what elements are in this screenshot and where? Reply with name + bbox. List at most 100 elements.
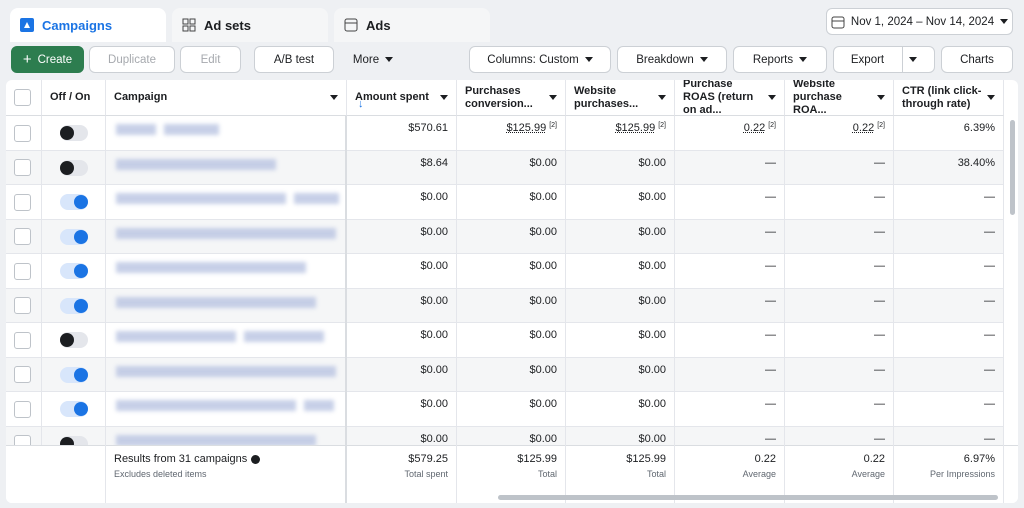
checkbox[interactable] bbox=[14, 89, 31, 106]
table-row: $8.64 $0.00 $0.00 — — 38.40% bbox=[6, 150, 1004, 185]
total-label: Per Impressions bbox=[929, 469, 995, 479]
metric-value: $0.00 bbox=[638, 191, 666, 203]
status-toggle[interactable] bbox=[59, 263, 88, 280]
checkbox[interactable] bbox=[14, 159, 31, 177]
redacted-name bbox=[304, 400, 334, 412]
duplicate-button[interactable]: Duplicate bbox=[89, 46, 175, 73]
table-row: $0.00 $0.00 $0.00 — — — bbox=[6, 254, 1004, 289]
breakdown-button[interactable]: Breakdown bbox=[617, 46, 727, 73]
toggle-cell bbox=[42, 323, 106, 358]
metric-value: $0.00 bbox=[638, 156, 666, 169]
column-header: CTR (link click-through rate) bbox=[894, 80, 1004, 116]
status-toggle[interactable] bbox=[59, 159, 88, 176]
campaign-table: Off / On Campaign Amount spent Purchases co… bbox=[6, 80, 1018, 503]
export-button[interactable]: Export bbox=[833, 46, 935, 73]
edit-button[interactable]: Edit bbox=[180, 46, 241, 73]
metric-cell: — bbox=[785, 288, 894, 323]
create-button[interactable]: + Create bbox=[11, 46, 84, 73]
toggle-knob bbox=[73, 298, 88, 313]
metric-cell: $0.00 bbox=[566, 254, 675, 289]
redacted-name bbox=[116, 331, 236, 343]
toggle-knob bbox=[59, 333, 74, 348]
date-picker[interactable]: Nov 1, 2024 – Nov 14, 2024 bbox=[826, 8, 1013, 35]
status-toggle[interactable] bbox=[59, 332, 88, 349]
checkbox[interactable] bbox=[14, 400, 31, 418]
status-toggle[interactable] bbox=[59, 228, 88, 245]
status-toggle[interactable] bbox=[59, 366, 88, 383]
tab[interactable]: Ads bbox=[334, 8, 490, 42]
metric-cell: $0.00 bbox=[457, 254, 566, 289]
metric-cell: 38.40% bbox=[894, 150, 1004, 185]
info-icon bbox=[251, 454, 261, 464]
button-label: Breakdown bbox=[636, 53, 694, 66]
tab[interactable]: Campaigns bbox=[10, 8, 166, 42]
metric-cell: — bbox=[675, 357, 785, 392]
campaign-cell bbox=[106, 288, 347, 323]
metric-value: — bbox=[984, 398, 995, 410]
redacted-name bbox=[116, 193, 286, 205]
metric-value: — bbox=[984, 329, 995, 341]
sort-caret bbox=[330, 95, 338, 100]
total-label: Total spent bbox=[404, 469, 448, 479]
checkbox[interactable] bbox=[14, 193, 31, 211]
redacted-name bbox=[116, 227, 336, 239]
toggle-cell bbox=[42, 254, 106, 289]
metric-cell: $0.00 bbox=[566, 357, 675, 392]
campaign-cell bbox=[106, 185, 347, 220]
header-label: Amount spent bbox=[355, 91, 429, 103]
metric-cell: $8.64 bbox=[347, 150, 457, 185]
footer-total: $125.99 Total bbox=[457, 445, 566, 503]
columns-button[interactable]: Columns: Custom bbox=[469, 46, 611, 73]
status-toggle[interactable] bbox=[59, 125, 88, 142]
metric-cell: $0.00 bbox=[457, 426, 566, 461]
metric-cell: $125.99 [2] bbox=[566, 116, 675, 151]
metric-value: 0.22 bbox=[743, 122, 766, 134]
metric-value: $0.00 bbox=[420, 329, 448, 341]
icon bbox=[182, 18, 196, 32]
table-row: $0.00 $0.00 $0.00 — — — bbox=[6, 219, 1004, 254]
table-row: $0.00 $0.00 $0.00 — — — bbox=[6, 357, 1004, 392]
metric-cell: — bbox=[894, 254, 1004, 289]
checkbox-cell bbox=[6, 357, 42, 392]
metric-value: — bbox=[765, 432, 776, 445]
tab[interactable]: Ad sets bbox=[172, 8, 328, 42]
checkbox[interactable] bbox=[14, 228, 31, 246]
reports-button[interactable]: Reports bbox=[733, 46, 827, 73]
metric-value: $8.64 bbox=[420, 156, 448, 169]
metric-value: $0.00 bbox=[529, 191, 557, 203]
ab-test-button[interactable]: A/B test bbox=[254, 46, 334, 73]
checkbox[interactable] bbox=[14, 331, 31, 349]
metric-cell: — bbox=[894, 426, 1004, 461]
table-row: $0.00 $0.00 $0.00 — — — bbox=[6, 185, 1004, 220]
status-toggle[interactable] bbox=[59, 401, 88, 418]
scrollbar bbox=[498, 495, 998, 500]
header-label: Off / On bbox=[50, 91, 91, 103]
metric-cell: — bbox=[894, 392, 1004, 427]
metric-value: $0.00 bbox=[529, 225, 557, 238]
checkbox[interactable] bbox=[14, 297, 31, 315]
metric-value: $0.00 bbox=[638, 398, 666, 410]
redacted-name bbox=[164, 124, 219, 136]
metric-cell: $0.00 bbox=[457, 288, 566, 323]
status-toggle[interactable] bbox=[59, 297, 88, 314]
column-header: Website purchases... bbox=[566, 80, 675, 116]
redacted-name bbox=[116, 296, 316, 308]
tab-label: Ad sets bbox=[204, 17, 251, 33]
more-button[interactable]: More bbox=[340, 46, 406, 73]
tab-label: Campaigns bbox=[42, 17, 113, 33]
table-row: $0.00 $0.00 $0.00 — — — bbox=[6, 323, 1004, 358]
metric-value: — bbox=[765, 329, 776, 341]
sort-caret bbox=[768, 95, 776, 100]
metric-value: — bbox=[765, 156, 776, 169]
metric-cell: — bbox=[675, 185, 785, 220]
metric-cell: $0.00 bbox=[347, 254, 457, 289]
checkbox[interactable] bbox=[14, 124, 31, 142]
checkbox[interactable] bbox=[14, 262, 31, 280]
checkbox-cell bbox=[6, 219, 42, 254]
status-toggle[interactable] bbox=[59, 194, 88, 211]
charts-button[interactable]: Charts bbox=[941, 46, 1013, 73]
header-label: Purchases conversion... bbox=[465, 84, 533, 110]
checkbox[interactable] bbox=[14, 366, 31, 384]
metric-cell: — bbox=[785, 254, 894, 289]
metric-value: $0.00 bbox=[529, 363, 557, 376]
